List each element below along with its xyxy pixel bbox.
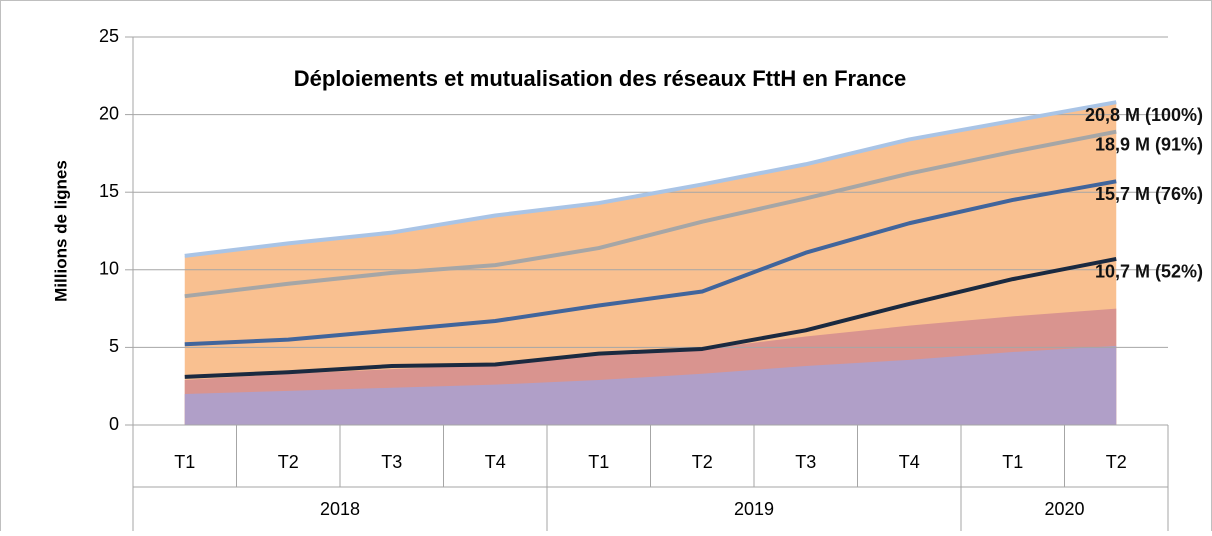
area [184,345,1117,425]
end-label: 20,8 M (100%) [1085,105,1203,125]
x-tick-label: T1 [174,452,195,472]
x-tick-label: T1 [1002,452,1023,472]
x-tick-label: T1 [588,452,609,472]
end-label: 18,9 M (91%) [1095,134,1203,154]
end-label: 10,7 M (52%) [1095,262,1203,282]
x-tick-label: T2 [1106,452,1127,472]
y-tick-label: 25 [99,26,119,46]
y-tick-label: 20 [99,103,119,123]
line [184,129,1117,299]
chart-title: Déploiements et mutualisation des réseau… [294,66,907,91]
group-label: 2020 [1044,499,1084,519]
group-label: 2019 [734,499,774,519]
x-tick-label: T2 [278,452,299,472]
line [184,179,1117,347]
line [184,256,1117,379]
plot-area [125,36,1168,426]
x-tick-label: T2 [692,452,713,472]
area-outline [184,100,1117,258]
x-tick-label: T3 [381,452,402,472]
y-tick-label: 5 [109,336,119,356]
end-label: 15,7 M (76%) [1095,184,1203,204]
x-tick-label: T4 [899,452,920,472]
y-tick-label: 0 [109,414,119,434]
x-tick-label: T4 [485,452,506,472]
group-label: 2018 [320,499,360,519]
y-tick-label: 10 [99,259,119,279]
y-axis-label: Millions de lignes [51,160,70,302]
y-tick-label: 15 [99,181,119,201]
x-tick-label: T3 [795,452,816,472]
